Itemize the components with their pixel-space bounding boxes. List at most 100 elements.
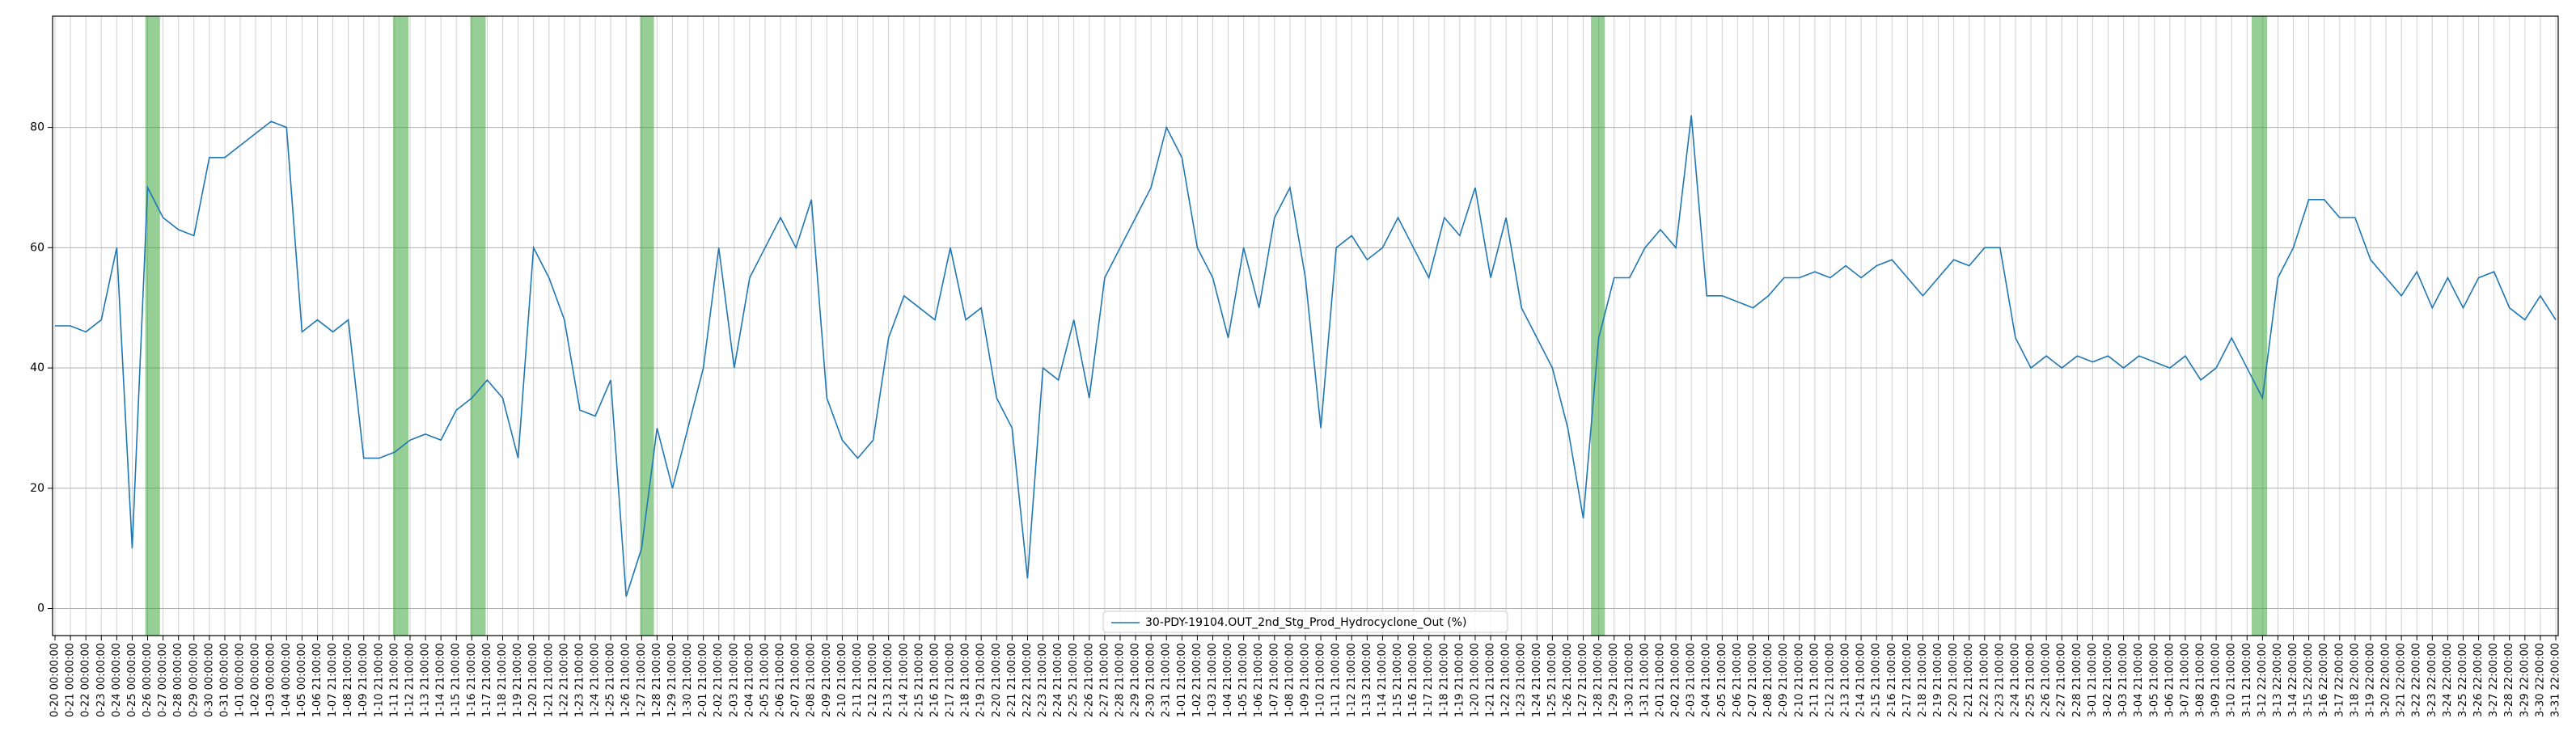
shaded-span [392, 16, 409, 636]
x-tick-label: 1-28 21:00:00 [651, 643, 663, 717]
x-tick-label: 3-09 21:00:00 [2210, 643, 2223, 717]
x-tick-label: 3-19 22:00:00 [2364, 643, 2376, 717]
x-tick-label: 2-07 21:00:00 [1747, 643, 1759, 717]
x-tick-label: 2-18 21:00:00 [1917, 643, 1929, 717]
x-tick-label: 2-26 21:00:00 [1083, 643, 1095, 717]
x-tick-label: 1-09 21:00:00 [1300, 643, 1312, 717]
x-tick-label: 3-31 22:00:00 [2550, 643, 2562, 717]
x-tick-label: 1-24 21:00:00 [1531, 643, 1543, 717]
x-tick-label: 1-26 21:00:00 [620, 643, 632, 717]
x-tick-label: 2-22 21:00:00 [1022, 643, 1034, 717]
x-tick-label: 1-30 21:00:00 [682, 643, 694, 717]
x-tick-label: 2-21 21:00:00 [1963, 643, 1975, 717]
x-tick-label: 2-30 21:00:00 [1145, 643, 1157, 717]
x-tick-label: 2-27 21:00:00 [2056, 643, 2068, 717]
x-tick-label: 1-06 21:00:00 [1253, 643, 1265, 717]
x-tick-label: 1-23 21:00:00 [573, 643, 586, 717]
x-tick-label: 1-15 21:00:00 [450, 643, 463, 717]
x-tick-label: 2-17 21:00:00 [945, 643, 957, 717]
x-tick-label: 0-25 00:00:00 [126, 643, 138, 717]
x-tick-label: 2-13 21:00:00 [882, 643, 895, 717]
x-tick-label: 2-25 21:00:00 [1068, 643, 1080, 717]
x-tick-label: 3-01 21:00:00 [2087, 643, 2099, 717]
plot-frame [52, 15, 2559, 636]
x-tick-label: 2-20 21:00:00 [1948, 643, 1960, 717]
x-tick-label: 1-04 00:00:00 [281, 643, 293, 717]
legend-box [1102, 611, 1508, 633]
x-tick-label: 2-03 21:00:00 [1686, 643, 1698, 717]
x-tick-label: 2-20 21:00:00 [991, 643, 1003, 717]
line-series [55, 115, 2557, 597]
x-tick-label: 1-27 21:00:00 [1577, 643, 1589, 717]
x-tick-label: 1-30 21:00:00 [1623, 643, 1635, 717]
x-tick-label: 1-18 21:00:00 [1438, 643, 1450, 717]
y-tick-label: 60 [30, 241, 44, 254]
x-tick-label: 3-22 22:00:00 [2411, 643, 2423, 717]
x-tick-label: 1-08 21:00:00 [1284, 643, 1296, 717]
x-tick-label: 0-28 00:00:00 [172, 643, 184, 717]
y-tick-label: 20 [30, 482, 44, 495]
x-tick-label: 0-30 00:00:00 [203, 643, 215, 717]
x-tick-label: 1-11 21:00:00 [1330, 643, 1343, 717]
x-tick-label: 3-23 22:00:00 [2426, 643, 2439, 717]
x-tick-label: 2-18 21:00:00 [960, 643, 972, 717]
shaded-span [470, 16, 486, 636]
x-tick-label: 2-02 21:00:00 [713, 643, 725, 717]
x-tick-label: 1-21 21:00:00 [543, 643, 555, 717]
x-tick-label: 0-20 00:00:00 [49, 643, 61, 717]
x-tick-label: 1-12 21:00:00 [1346, 643, 1358, 717]
x-tick-label: 1-19 21:00:00 [512, 643, 524, 717]
x-tick-label: 0-23 00:00:00 [95, 643, 108, 717]
x-tick-label: 1-01 00:00:00 [235, 643, 247, 717]
x-tick-label: 3-27 22:00:00 [2488, 643, 2500, 717]
x-tick-label: 2-12 21:00:00 [1824, 643, 1836, 717]
x-tick-label: 2-08 21:00:00 [806, 643, 818, 717]
x-tick-label: 2-15 21:00:00 [913, 643, 925, 717]
y-tick-label: 40 [30, 361, 44, 374]
x-tick-label: 2-08 21:00:00 [1762, 643, 1774, 717]
x-tick-label: 1-16 21:00:00 [466, 643, 478, 717]
x-tick-label: 1-26 21:00:00 [1562, 643, 1574, 717]
x-tick-label: 0-27 00:00:00 [157, 643, 169, 717]
x-tick-label: 3-28 22:00:00 [2503, 643, 2515, 717]
x-tick-label: 2-27 21:00:00 [1098, 643, 1110, 717]
x-tick-label: 1-05 21:00:00 [1237, 643, 1250, 717]
x-tick-label: 3-17 22:00:00 [2333, 643, 2345, 717]
x-tick-label: 2-06 21:00:00 [1732, 643, 1744, 717]
x-tick-label: 2-28 21:00:00 [2071, 643, 2083, 717]
shaded-span [145, 16, 160, 636]
x-tick-label: 3-24 22:00:00 [2442, 643, 2454, 717]
x-tick-label: 3-06 21:00:00 [2164, 643, 2176, 717]
x-tick-label: 2-23 21:00:00 [1037, 643, 1049, 717]
shaded-span [1591, 16, 1605, 636]
x-tick-label: 2-05 21:00:00 [1716, 643, 1728, 717]
x-tick-label: 2-09 21:00:00 [1778, 643, 1790, 717]
x-tick-label: 1-28 21:00:00 [1593, 643, 1605, 717]
x-tick-label: 3-07 21:00:00 [2179, 643, 2191, 717]
x-tick-label: 3-03 21:00:00 [2117, 643, 2130, 717]
x-tick-label: 2-11 21:00:00 [852, 643, 864, 717]
x-tick-label: 3-04 21:00:00 [2133, 643, 2145, 717]
x-tick-label: 2-26 21:00:00 [2041, 643, 2053, 717]
x-tick-label: 2-29 21:00:00 [1130, 643, 1142, 717]
x-tick-label: 1-23 21:00:00 [1516, 643, 1528, 717]
x-tick-label: 3-18 22:00:00 [2349, 643, 2361, 717]
x-tick-label: 1-16 21:00:00 [1407, 643, 1419, 717]
legend: 30-PDY-19104.OUT_2nd_Stg_Prod_Hydrocyclo… [1102, 611, 1508, 633]
x-tick-label: 1-07 21:00:00 [327, 643, 339, 717]
x-tick-label: 1-03 21:00:00 [1207, 643, 1219, 717]
x-tick-label: 2-07 21:00:00 [790, 643, 802, 717]
x-tick-label: 1-22 21:00:00 [1500, 643, 1512, 717]
x-tick-label: 2-28 21:00:00 [1114, 643, 1126, 717]
x-tick-label: 2-13 21:00:00 [1840, 643, 1852, 717]
x-tick-label: 2-23 21:00:00 [1994, 643, 2006, 717]
x-tick-label: 1-10 21:00:00 [373, 643, 385, 717]
x-tick-label: 1-01 21:00:00 [1176, 643, 1188, 717]
x-tick-label: 2-10 21:00:00 [1793, 643, 1805, 717]
x-tick-label: 1-19 21:00:00 [1453, 643, 1466, 717]
x-tick-label: 1-14 21:00:00 [435, 643, 447, 717]
x-tick-label: 2-02 21:00:00 [1670, 643, 1682, 717]
x-tick-label: 2-01 21:00:00 [1654, 643, 1666, 717]
x-tick-label: 1-06 21:00:00 [311, 643, 324, 717]
